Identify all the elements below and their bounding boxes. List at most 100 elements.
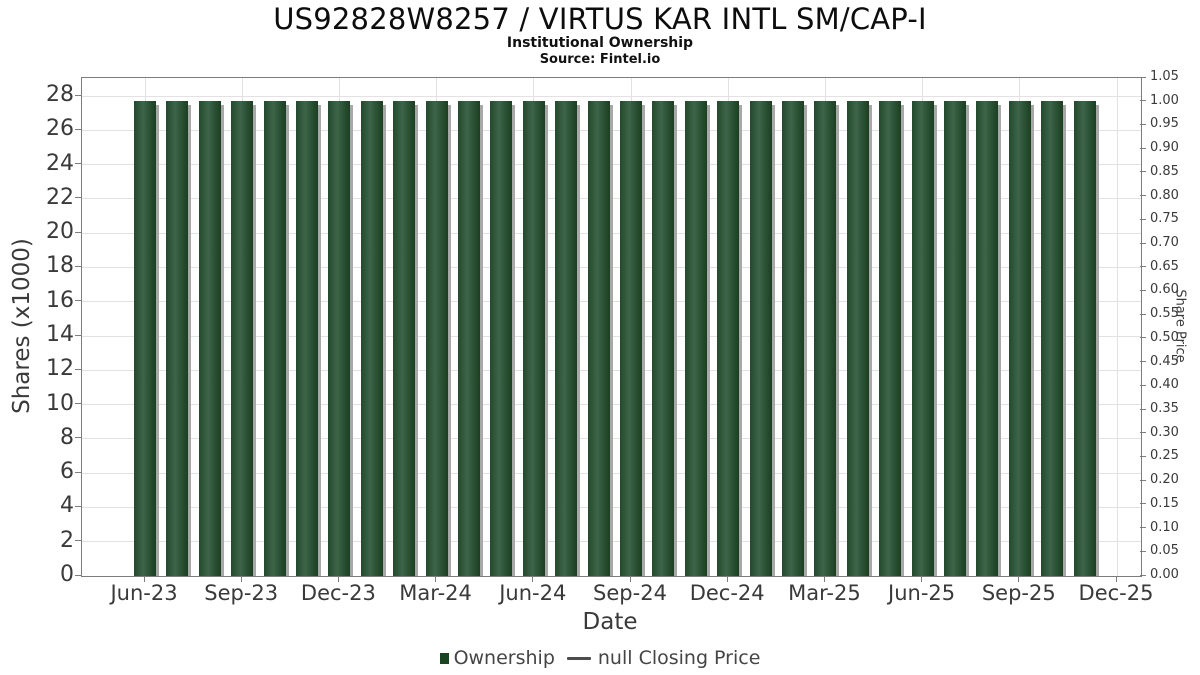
left-axis-tick-label: 4	[60, 493, 74, 519]
right-axis-tick-label: 0.45	[1150, 353, 1179, 369]
right-axis-tick	[1140, 479, 1146, 481]
bar-jan-25	[749, 101, 772, 576]
bar-feb-25	[782, 101, 804, 576]
bar-oct-23	[263, 101, 286, 576]
bar-feb-24	[393, 101, 416, 576]
right-axis-tick	[1140, 408, 1146, 410]
right-axis-tick	[1140, 123, 1146, 125]
bar-aug-24	[587, 101, 610, 576]
right-axis-tick-label: 0.85	[1150, 163, 1179, 179]
bar-jul-25	[944, 101, 966, 576]
bar-mar-24	[425, 101, 448, 576]
right-axis-tick-label: 0.30	[1150, 424, 1179, 440]
right-axis-tick	[1140, 361, 1146, 363]
bar-sep-23	[231, 101, 254, 576]
right-axis-tick-label: 0.40	[1150, 377, 1179, 393]
right-axis-tick	[1140, 289, 1146, 291]
left-axis-tick	[75, 368, 81, 370]
right-axis-tick-label: 0.60	[1150, 282, 1179, 298]
left-axis-tick	[75, 471, 81, 473]
right-axis-tick-label: 0.80	[1150, 187, 1179, 203]
left-axis-tick	[75, 574, 81, 576]
bar-jan-24	[360, 101, 383, 576]
x-axis-tick	[726, 576, 728, 582]
left-axis-tick	[75, 163, 81, 165]
gridline-h	[82, 506, 1141, 508]
left-axis-tick-label: 12	[46, 356, 74, 382]
bar-may-25	[879, 101, 902, 576]
legend-item-null-closing-price: null Closing Price	[566, 647, 761, 669]
left-axis-tick	[75, 540, 81, 542]
right-axis-tick	[1140, 266, 1146, 268]
left-axis-tick	[75, 437, 81, 439]
chart-subtitle: Institutional Ownership	[506, 35, 694, 51]
gridline-h	[82, 404, 1141, 406]
x-axis-tick	[629, 576, 631, 582]
x-axis-tick	[1115, 576, 1117, 582]
right-axis-tick	[1140, 384, 1146, 386]
legend: Ownership null Closing Price	[0, 644, 1200, 672]
x-axis-tick	[823, 576, 825, 582]
left-axis-tick	[75, 403, 81, 405]
left-axis-tick-label: 24	[46, 150, 74, 176]
right-axis-tick-label: 0.90	[1150, 140, 1179, 156]
right-axis-tick	[1140, 550, 1146, 552]
x-axis-tick	[143, 576, 145, 582]
gridline-v	[1116, 78, 1118, 576]
x-axis-tick-label: Dec-24	[689, 581, 765, 605]
right-axis-tick-label: 0.05	[1150, 543, 1179, 559]
legend-item-ownership: Ownership	[439, 647, 555, 669]
gridline-h	[82, 232, 1141, 234]
x-axis-tick-label: Mar-24	[399, 581, 472, 605]
bar-nov-24	[684, 101, 707, 576]
x-axis-tick	[435, 576, 437, 582]
x-axis-tick	[532, 576, 534, 582]
x-axis-tick-label: Jun-25	[888, 581, 956, 605]
right-axis-tick	[1140, 313, 1146, 315]
bar-mar-25	[814, 101, 837, 576]
bar-jun-24	[522, 101, 545, 576]
bar-aug-23	[198, 101, 221, 576]
right-axis-tick-label: 0.20	[1150, 472, 1179, 488]
right-axis-tick	[1140, 218, 1146, 220]
right-axis-tick	[1140, 100, 1146, 102]
x-axis-tick-label: Dec-25	[1078, 581, 1154, 605]
line-marker-icon	[566, 656, 591, 660]
x-axis-title: Date	[582, 609, 638, 635]
bar-apr-24	[458, 101, 480, 576]
right-axis-tick-label: 0.75	[1150, 211, 1179, 227]
legend-label: null Closing Price	[597, 647, 761, 669]
left-axis-tick-label: 20	[46, 219, 74, 245]
ownership-swatch-icon	[439, 652, 449, 664]
right-axis-tick-label: 1.05	[1150, 69, 1179, 84]
bar-sep-25	[1008, 101, 1031, 576]
bar-apr-25	[846, 101, 869, 576]
bar-aug-25	[976, 101, 999, 576]
gridline-h	[82, 198, 1141, 200]
right-axis-tick-label: 0.10	[1150, 519, 1179, 535]
gridline-h	[82, 266, 1141, 268]
left-axis-tick-label: 14	[46, 322, 74, 347]
bar-may-24	[490, 101, 513, 576]
gridline-h	[82, 541, 1141, 543]
x-axis-tick-label: Sep-25	[981, 581, 1056, 605]
right-axis-tick	[1140, 503, 1146, 505]
right-axis-tick	[1140, 171, 1146, 173]
bar-jul-24	[555, 101, 578, 576]
gridline-h	[82, 472, 1141, 474]
right-axis-tick-label: 1.00	[1150, 92, 1179, 108]
right-axis-tick-label: 0.25	[1150, 448, 1179, 464]
left-axis-tick-label: 18	[46, 253, 74, 279]
right-axis-tick	[1140, 574, 1146, 576]
left-axis-tick-label: 28	[46, 82, 74, 107]
left-axis-tick	[75, 231, 81, 233]
left-axis-tick	[75, 94, 81, 96]
left-axis-tick	[75, 128, 81, 130]
x-axis-tick	[1018, 576, 1020, 582]
right-axis-tick-label: 0.50	[1150, 329, 1179, 345]
right-axis-tick	[1140, 337, 1146, 339]
left-axis-tick	[75, 265, 81, 267]
chart-source: Source: Fintel.io	[539, 52, 661, 67]
x-axis-tick-label: Jun-23	[110, 581, 178, 605]
